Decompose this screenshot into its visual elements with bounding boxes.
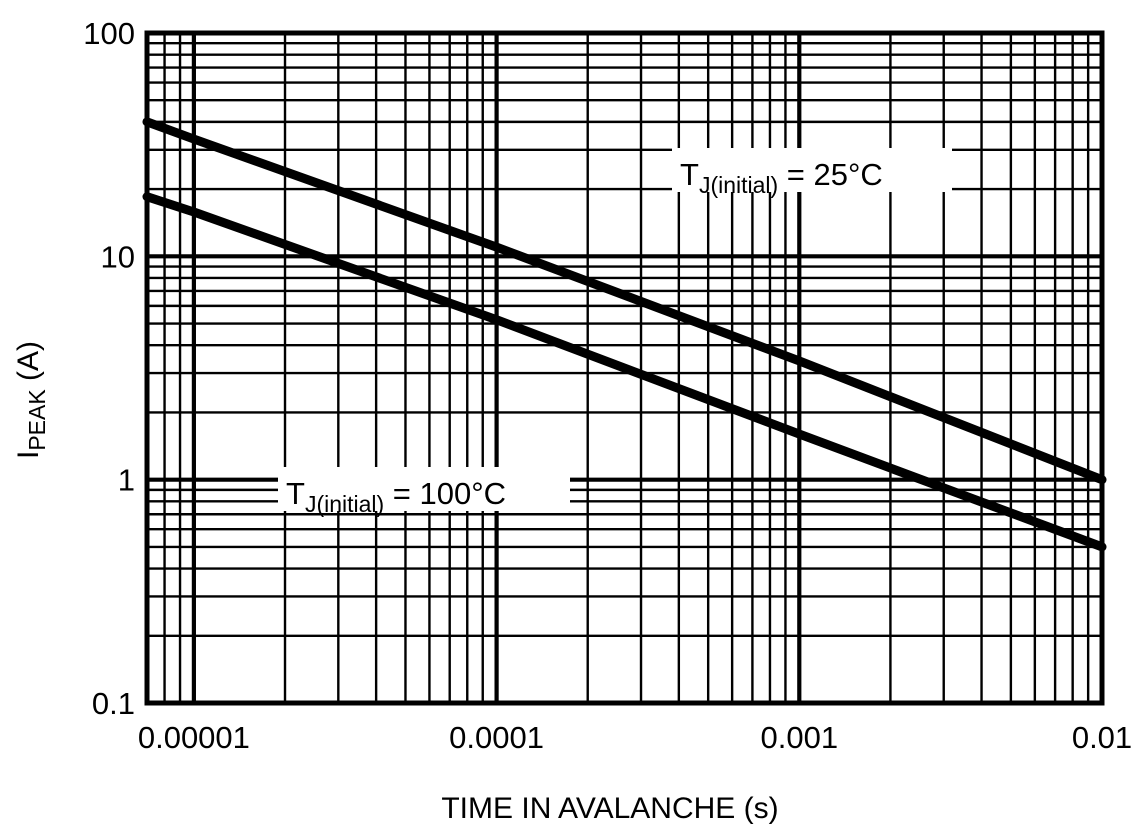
- data-curve-2: [142, 192, 1107, 552]
- annot-100-t: T: [286, 476, 305, 511]
- annot-100-sub: J(initial): [305, 491, 384, 517]
- annot-25-t: T: [680, 157, 699, 192]
- annotation-tj-25c: TJ(initial) = 25°C: [672, 148, 952, 198]
- y-axis-tick-labels: 100 10 1 0.1: [83, 16, 135, 721]
- x-tick-label-0.00001: 0.00001: [138, 720, 250, 755]
- annot-25-eq: = 25: [778, 157, 848, 192]
- plot-frame: [144, 30, 1105, 706]
- x-tick-label-0.01: 0.01: [1072, 720, 1132, 755]
- annot-25-deg: °C: [848, 157, 883, 192]
- data-series-group: [142, 117, 1107, 552]
- y-axis-title-sub: PEAK: [24, 389, 50, 451]
- annotation-tj-25c-text: TJ(initial) = 25°C: [680, 157, 883, 198]
- annotation-tj-100c-text: TJ(initial) = 100°C: [286, 476, 506, 517]
- y-axis-title-main: I: [12, 451, 45, 459]
- x-axis-title: TIME IN AVALANCHE (s): [441, 792, 778, 825]
- x-axis-tick-labels: 0.00001 0.0001 0.001 0.01: [138, 720, 1132, 755]
- y-tick-label-1: 1: [118, 463, 135, 498]
- x-minor-gridlines: [145, 33, 1090, 703]
- annotation-tj-100c-backdrop: [278, 467, 570, 511]
- x-tick-label-0.0001: 0.0001: [449, 720, 544, 755]
- annotation-tj-25c-backdrop: [672, 148, 952, 192]
- annot-100-eq: = 100: [384, 476, 471, 511]
- annot-25-sub: J(initial): [699, 172, 778, 198]
- y-axis-title: IPEAK (A): [12, 341, 50, 459]
- svg-text:IPEAK (A): IPEAK (A): [12, 341, 50, 459]
- annotation-tj-100c: TJ(initial) = 100°C: [278, 467, 570, 517]
- y-tick-label-10: 10: [101, 239, 135, 274]
- x-tick-label-0.001: 0.001: [761, 720, 839, 755]
- annot-100-deg: °C: [471, 476, 506, 511]
- y-tick-label-0.1: 0.1: [92, 686, 135, 721]
- y-axis-title-unit: (A): [12, 341, 45, 389]
- y-tick-label-100: 100: [83, 16, 135, 51]
- data-curve-1: [142, 117, 1107, 485]
